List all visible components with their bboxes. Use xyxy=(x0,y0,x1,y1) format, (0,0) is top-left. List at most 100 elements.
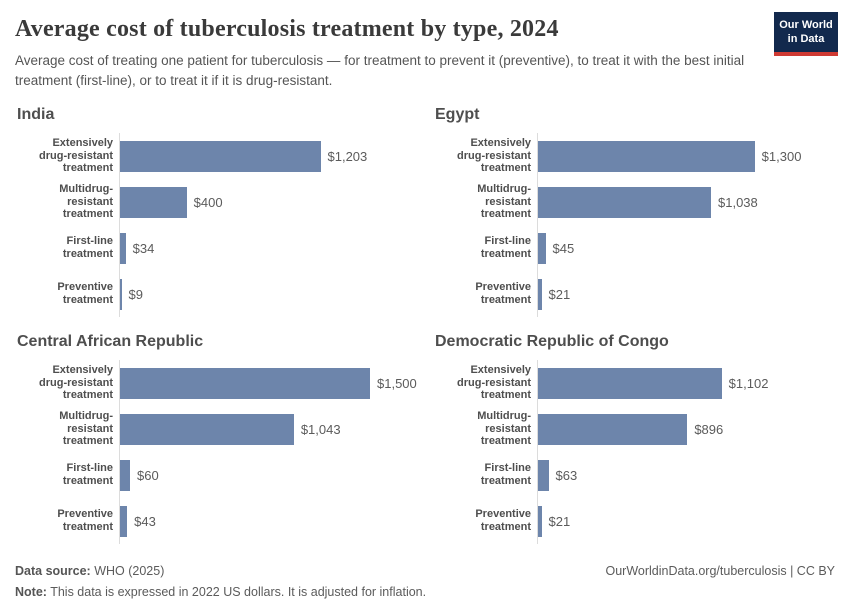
category-label-text: First-line treatment xyxy=(62,235,113,261)
value-label: $1,102 xyxy=(728,375,769,391)
bar xyxy=(120,413,294,445)
bar-cell: $1,038 xyxy=(537,179,835,226)
category-label-text: Multidrug-resistant treatment xyxy=(59,183,113,221)
bar-row: Multidrug-resistant treatment $896 xyxy=(433,406,835,453)
category-label-text: Preventive treatment xyxy=(475,281,531,307)
value-label: $1,043 xyxy=(300,421,341,437)
bar-cell: $21 xyxy=(537,271,835,318)
bar-cell: $45 xyxy=(537,225,835,272)
bar xyxy=(538,186,711,218)
bar xyxy=(538,367,722,399)
bar-row: Multidrug-resistant treatment $400 xyxy=(15,179,417,226)
category-label-text: Extensively drug-resistant treatment xyxy=(457,137,531,175)
country-panel: India Extensively drug-resistant treatment… xyxy=(15,106,417,318)
bar-row: Preventive treatment $21 xyxy=(433,498,835,545)
category-label: Extensively drug-resistant treatment xyxy=(433,360,537,406)
category-label-text: Preventive treatment xyxy=(475,508,531,534)
category-label: Preventive treatment xyxy=(433,271,537,317)
owid-logo-text-line1: Our World xyxy=(779,19,833,31)
bar-cell: $1,102 xyxy=(537,360,835,407)
country-panel: Democratic Republic of Congo Extensively… xyxy=(433,333,835,545)
category-label: First-line treatment xyxy=(433,452,537,498)
owid-logo: Our World in Data xyxy=(774,12,838,56)
bar-row: Extensively drug-resistant treatment $1,30… xyxy=(433,133,835,180)
country-panel: Central African Republic Extensively drug… xyxy=(15,333,417,545)
panel-plot: Extensively drug-resistant treatment $1,50… xyxy=(15,360,417,545)
bar-row: First-line treatment $60 xyxy=(15,452,417,499)
bar-cell: $34 xyxy=(119,225,417,272)
category-label: Multidrug-resistant treatment xyxy=(15,406,119,452)
bar-cell: $896 xyxy=(537,406,835,453)
category-label-text: Extensively drug-resistant treatment xyxy=(39,137,113,175)
category-label-text: Multidrug-resistant treatment xyxy=(59,410,113,448)
category-label: First-line treatment xyxy=(433,225,537,271)
note-value: This data is expressed in 2022 US dollar… xyxy=(46,585,427,600)
bar xyxy=(120,232,126,264)
bar-cell: $63 xyxy=(537,452,835,499)
data-source-label: Data source: xyxy=(15,564,91,579)
chart-header: Average cost of tuberculosis treatment b… xyxy=(15,12,838,90)
category-label-text: Multidrug-resistant treatment xyxy=(477,410,531,448)
value-label: $1,038 xyxy=(718,194,758,210)
bar xyxy=(120,186,187,218)
bar-row: Preventive treatment $43 xyxy=(15,498,417,545)
bar-row: First-line treatment $45 xyxy=(433,225,835,272)
bar xyxy=(538,459,549,491)
category-label-text: Preventive treatment xyxy=(57,281,113,307)
value-label: $45 xyxy=(552,240,575,256)
value-label: $1,203 xyxy=(327,148,368,164)
value-label: $1,300 xyxy=(761,148,802,164)
category-label: Preventive treatment xyxy=(15,498,119,544)
chart-subtitle: Average cost of treating one patient for… xyxy=(15,53,745,88)
category-label: Multidrug-resistant treatment xyxy=(15,179,119,225)
bar-row: Preventive treatment $21 xyxy=(433,271,835,318)
bar xyxy=(538,505,542,537)
bar-row: Multidrug-resistant treatment $1,043 xyxy=(15,406,417,453)
panel-title: Democratic Republic of Congo xyxy=(435,333,669,351)
panel-plot: Extensively drug-resistant treatment $1,10… xyxy=(433,360,835,545)
value-label: $21 xyxy=(548,513,571,529)
bar-row: First-line treatment $34 xyxy=(15,225,417,272)
country-panel: Egypt Extensively drug-resistant treatment… xyxy=(433,106,835,318)
bar-row: Multidrug-resistant treatment $1,038 xyxy=(433,179,835,226)
chart-title: Average cost of tuberculosis treatment b… xyxy=(15,16,559,42)
category-label-text: Multidrug-resistant treatment xyxy=(477,183,531,221)
bar xyxy=(120,367,370,399)
note-line: Note: This data is expressed in 2022 US … xyxy=(15,585,426,599)
bar-cell: $1,203 xyxy=(119,133,417,180)
charts-grid: India Extensively drug-resistant treatment… xyxy=(15,106,835,545)
bar-cell: $60 xyxy=(119,452,417,499)
category-label: Extensively drug-resistant treatment xyxy=(15,360,119,406)
bar xyxy=(120,459,130,491)
bar-cell: $9 xyxy=(119,271,417,318)
category-label: Multidrug-resistant treatment xyxy=(433,406,537,452)
panel-plot: Extensively drug-resistant treatment $1,20… xyxy=(15,133,417,318)
category-label: Preventive treatment xyxy=(15,271,119,317)
category-label-text: First-line treatment xyxy=(480,235,531,261)
data-source-line: Data source: WHO (2025) xyxy=(15,564,426,578)
value-label: $1,500 xyxy=(377,375,417,391)
value-label: $43 xyxy=(134,513,156,529)
bar-cell: $1,300 xyxy=(537,133,835,180)
bar xyxy=(120,140,321,172)
credit-link[interactable]: OurWorldinData.org/tuberculosis | CC BY xyxy=(605,564,836,579)
panel-title: India xyxy=(17,106,55,124)
bar-row: Extensively drug-resistant treatment $1,50… xyxy=(15,360,417,407)
bar-cell: $21 xyxy=(537,498,835,545)
value-label: $63 xyxy=(555,467,578,483)
bar xyxy=(538,140,755,172)
category-label-text: Preventive treatment xyxy=(57,508,113,534)
note-label: Note: xyxy=(15,585,47,600)
bar xyxy=(120,505,128,537)
value-label: $21 xyxy=(548,286,571,302)
bar-cell: $400 xyxy=(119,179,417,226)
bar-row: Extensively drug-resistant treatment $1,10… xyxy=(433,360,835,407)
panel-title: Central African Republic xyxy=(17,333,204,351)
category-label-text: First-line treatment xyxy=(62,462,113,488)
chart-footer: Data source: WHO (2025) Note: This data … xyxy=(15,564,835,600)
panel-plot: Extensively drug-resistant treatment $1,30… xyxy=(433,133,835,318)
bar-cell: $43 xyxy=(119,498,417,545)
value-label: $896 xyxy=(694,421,724,437)
category-label-text: First-line treatment xyxy=(480,462,531,488)
